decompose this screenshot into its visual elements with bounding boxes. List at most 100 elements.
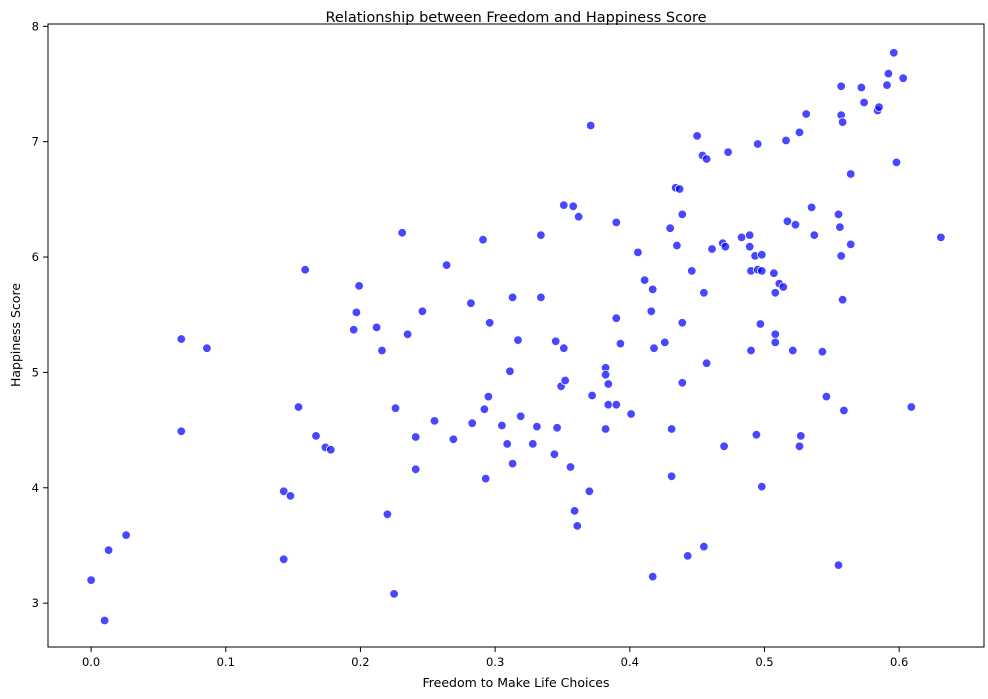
data-point-110 [753,139,763,149]
data-point-1 [99,615,110,626]
data-point-145 [856,82,867,93]
data-point-11 [300,265,310,275]
data-point-153 [898,73,908,83]
data-point-86 [674,184,685,194]
y-tick-label: 3 [32,596,39,610]
data-point-59 [572,521,583,531]
data-point-136 [835,222,845,232]
data-point-76 [646,306,657,317]
data-point-75 [639,275,650,285]
x-tick-label: 0.3 [486,655,504,669]
data-point-142 [839,405,849,416]
data-point-130 [806,202,817,213]
data-point-35 [481,473,491,484]
x-tick-label: 0.2 [351,655,369,669]
data-point-3 [121,530,131,540]
data-point-152 [891,157,902,168]
data-point-16 [351,307,362,318]
x-axis-label: Freedom to Make Life Choices [422,675,609,690]
data-point-7 [279,486,289,497]
data-point-68 [603,400,614,410]
data-point-139 [836,251,846,261]
data-point-115 [757,481,767,492]
data-point-34 [479,404,490,415]
data-point-73 [626,409,636,419]
data-point-78 [648,571,658,582]
y-axis-label: Happiness Score [8,283,23,387]
data-point-140 [837,117,848,127]
data-point-69 [611,217,622,228]
y-axis: 3 4 5 6 7 8 [32,19,48,610]
data-point-123 [782,216,793,227]
data-point-85 [672,240,682,251]
data-point-66 [600,424,611,434]
data-point-38 [497,420,507,431]
data-point-155 [936,232,946,243]
data-point-29 [441,260,452,270]
data-point-125 [790,219,801,230]
data-point-102 [723,147,733,157]
data-point-91 [687,266,697,276]
data-point-81 [665,223,675,233]
data-point-42 [507,458,518,469]
data-point-14 [326,445,336,455]
data-point-49 [549,449,560,460]
data-point-124 [788,345,798,356]
y-tick-label: 4 [32,481,39,495]
data-point-65 [600,370,611,380]
data-point-44 [516,411,526,422]
data-point-146 [859,97,869,108]
data-point-62 [586,120,596,131]
data-point-87 [677,209,688,220]
data-point-22 [390,403,401,413]
data-point-56 [565,462,576,472]
data-point-8 [279,554,289,565]
data-point-33 [478,234,488,245]
data-point-21 [389,589,399,599]
data-point-105 [745,241,755,252]
data-point-43 [513,335,523,345]
data-point-32 [467,418,477,428]
data-point-36 [483,391,494,402]
x-tick-label: 0.1 [217,655,235,669]
data-point-101 [720,241,731,252]
data-point-118 [770,329,781,340]
data-point-94 [699,288,709,298]
data-point-119 [770,337,781,348]
y-tick-label: 7 [32,135,39,149]
data-point-131 [809,230,820,240]
data-point-39 [502,439,512,449]
y-tick-label: 6 [32,250,39,264]
data-point-40 [505,366,515,377]
data-point-26 [411,464,421,475]
data-point-24 [402,329,413,340]
data-point-141 [837,295,848,305]
data-point-48 [536,292,546,303]
data-point-25 [411,432,421,442]
data-point-4 [176,334,187,344]
data-point-27 [417,306,428,317]
x-tick-label: 0.0 [82,655,100,669]
data-point-82 [666,424,677,434]
data-point-71 [611,400,622,410]
x-tick-label: 0.5 [755,655,773,669]
data-point-126 [794,127,805,138]
data-point-103 [736,232,747,243]
data-point-47 [536,230,546,240]
data-point-5 [176,426,187,437]
data-point-57 [568,201,578,212]
data-point-92 [692,131,702,141]
data-point-128 [796,431,806,441]
data-point-114 [757,266,767,276]
data-point-107 [746,345,756,356]
data-point-154 [906,402,917,412]
data-point-60 [573,211,584,222]
data-point-88 [677,318,688,328]
data-point-148 [874,102,884,112]
data-point-90 [683,551,693,561]
data-point-122 [781,135,791,146]
chart-title: Relationship between Freedom and Happine… [325,10,706,26]
data-point-127 [794,441,805,452]
data-point-6 [202,343,212,353]
data-point-70 [611,313,622,323]
